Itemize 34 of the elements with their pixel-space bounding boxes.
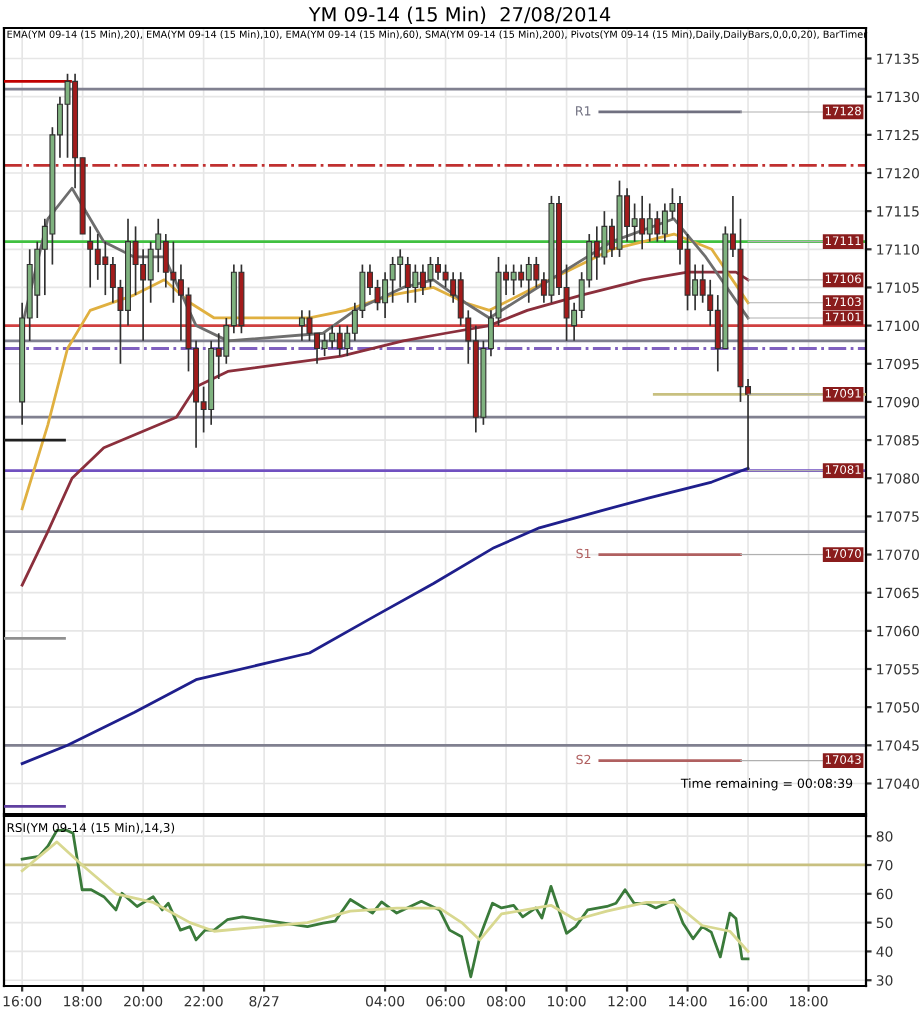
candlestick: [109, 256, 116, 304]
candlestick: [435, 256, 441, 281]
candlestick: [298, 309, 305, 342]
candlestick: [162, 233, 169, 289]
candlestick: [654, 210, 661, 243]
candlestick: [631, 202, 638, 243]
candlestick: [412, 263, 419, 304]
chart-title: YM 09-14 (15 Min) 27/08/2014: [308, 6, 611, 24]
candlestick: [518, 263, 525, 289]
candlestick: [382, 271, 389, 319]
candlestick: [102, 240, 109, 296]
candlestick: [321, 332, 328, 357]
candlestick: [404, 256, 411, 304]
candlestick: [624, 187, 631, 243]
candlestick: [140, 248, 147, 342]
candlestick: [661, 202, 668, 243]
candlestick: [533, 256, 540, 289]
candlestick: [639, 195, 646, 251]
candlestick: [64, 72, 71, 159]
candlestick: [389, 256, 396, 304]
candlestick: [646, 202, 653, 243]
candlestick: [329, 324, 336, 350]
candlestick: [336, 324, 343, 357]
candlestick: [177, 263, 184, 342]
candlestick: [170, 240, 177, 304]
candlestick: [593, 225, 600, 281]
candlestick: [427, 256, 434, 289]
candlestick: [419, 263, 426, 296]
line-series: [20, 840, 750, 953]
candlestick: [510, 263, 517, 296]
candlestick: [306, 309, 313, 342]
candlestick: [397, 248, 404, 289]
line-series: [20, 466, 750, 766]
candlestick: [525, 256, 532, 304]
